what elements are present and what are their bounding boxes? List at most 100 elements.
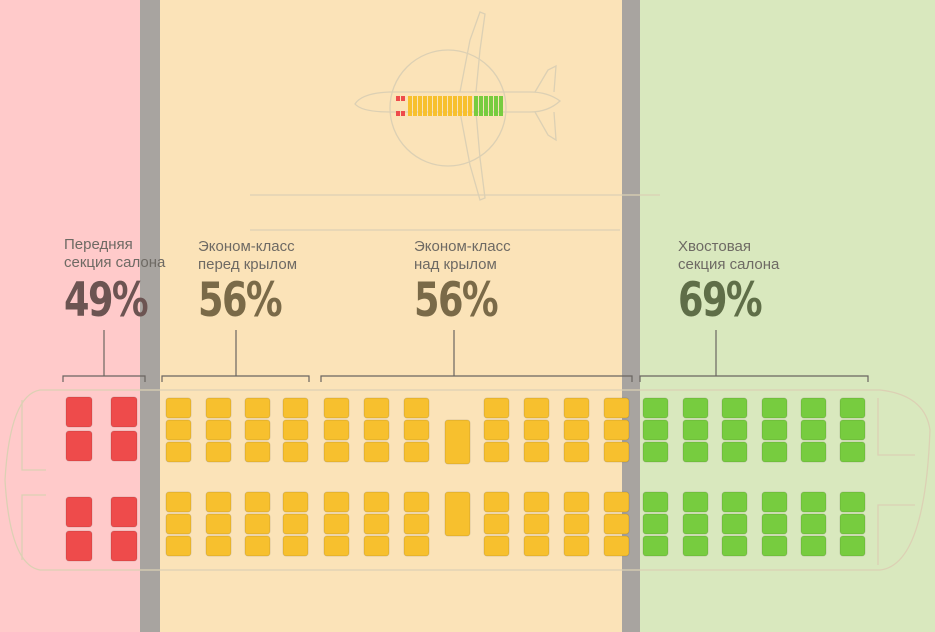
seat bbox=[682, 397, 709, 419]
cabin-outline bbox=[4, 389, 931, 571]
mini-seat bbox=[463, 101, 467, 106]
mini-seat bbox=[489, 111, 493, 116]
label-line: Хвостовая bbox=[678, 238, 751, 255]
seat bbox=[642, 419, 669, 441]
mini-seat bbox=[433, 106, 437, 111]
highlight-circle bbox=[389, 49, 507, 167]
mini-seat bbox=[463, 96, 467, 101]
seat bbox=[642, 397, 669, 419]
seat bbox=[110, 496, 138, 528]
mini-seat bbox=[468, 96, 472, 101]
seat bbox=[165, 513, 192, 535]
mini-seat bbox=[448, 111, 452, 116]
seat bbox=[363, 513, 390, 535]
mini-seat bbox=[401, 111, 405, 116]
wing-top-outline bbox=[459, 11, 486, 93]
mini-seat bbox=[489, 101, 493, 106]
seat bbox=[839, 513, 866, 535]
seat bbox=[205, 441, 232, 463]
mini-seat bbox=[408, 101, 412, 106]
mini-seat bbox=[423, 106, 427, 111]
seat bbox=[603, 397, 630, 419]
mini-seat bbox=[453, 101, 457, 106]
seat bbox=[363, 491, 390, 513]
mini-seat bbox=[494, 106, 498, 111]
label-line: секция салона bbox=[678, 256, 780, 273]
seat bbox=[205, 535, 232, 557]
mini-seat bbox=[458, 111, 462, 116]
mini-seat bbox=[428, 106, 432, 111]
seat bbox=[642, 535, 669, 557]
percent-front-section: 49% bbox=[64, 273, 149, 328]
mini-seat bbox=[474, 96, 478, 101]
mini-seat bbox=[463, 111, 467, 116]
mini-seat bbox=[423, 96, 427, 101]
door-outline bbox=[21, 400, 46, 471]
mini-seat bbox=[423, 111, 427, 116]
mini-seat bbox=[433, 96, 437, 101]
label-line: Эконом-класс bbox=[198, 238, 295, 255]
seat bbox=[642, 441, 669, 463]
seat bbox=[800, 491, 827, 513]
mini-seat bbox=[468, 101, 472, 106]
label-line: Эконом-класс bbox=[414, 238, 511, 255]
mini-seat bbox=[423, 101, 427, 106]
seat bbox=[563, 419, 590, 441]
mini-seat bbox=[489, 106, 493, 111]
mini-seat bbox=[396, 111, 400, 116]
seat bbox=[363, 419, 390, 441]
mini-seat bbox=[499, 96, 503, 101]
section-divider bbox=[140, 0, 160, 632]
mini-seat bbox=[499, 101, 503, 106]
seat bbox=[110, 530, 138, 562]
label-tail-section: Хвостовая секция салона bbox=[678, 238, 779, 274]
mini-seat bbox=[479, 101, 483, 106]
bracket-tail bbox=[639, 375, 869, 382]
seat bbox=[65, 496, 93, 528]
mini-seat bbox=[418, 106, 422, 111]
seat bbox=[563, 441, 590, 463]
seat bbox=[682, 513, 709, 535]
seat bbox=[282, 535, 309, 557]
exit-row-seat bbox=[444, 491, 471, 537]
seat bbox=[761, 513, 788, 535]
mini-seat bbox=[396, 96, 400, 101]
mini-seat bbox=[418, 96, 422, 101]
seat bbox=[523, 419, 550, 441]
seat bbox=[603, 513, 630, 535]
seat bbox=[165, 419, 192, 441]
mini-seat bbox=[484, 111, 488, 116]
seat bbox=[523, 535, 550, 557]
seat bbox=[603, 535, 630, 557]
seat bbox=[205, 397, 232, 419]
mini-seat bbox=[494, 111, 498, 116]
seat bbox=[323, 513, 350, 535]
seat bbox=[839, 419, 866, 441]
mini-seat bbox=[458, 106, 462, 111]
mini-seat bbox=[453, 106, 457, 111]
seat bbox=[363, 441, 390, 463]
seat bbox=[363, 397, 390, 419]
mini-seat bbox=[408, 111, 412, 116]
percent-tail-section: 69% bbox=[678, 273, 763, 328]
mini-seat bbox=[401, 96, 405, 101]
seat bbox=[800, 513, 827, 535]
seat bbox=[839, 397, 866, 419]
mini-seat bbox=[489, 96, 493, 101]
mini-seat bbox=[484, 101, 488, 106]
seat bbox=[483, 513, 510, 535]
label-front-section: Передняя секция салона bbox=[64, 236, 165, 272]
mini-seat bbox=[453, 111, 457, 116]
seat bbox=[682, 535, 709, 557]
mini-seat bbox=[443, 106, 447, 111]
seat bbox=[523, 441, 550, 463]
mini-seat bbox=[433, 101, 437, 106]
seat bbox=[761, 535, 788, 557]
label-economy-wing: Эконом-класс над крылом bbox=[414, 238, 511, 274]
seat bbox=[205, 491, 232, 513]
seat bbox=[323, 397, 350, 419]
seat bbox=[65, 396, 93, 428]
seat bbox=[483, 535, 510, 557]
